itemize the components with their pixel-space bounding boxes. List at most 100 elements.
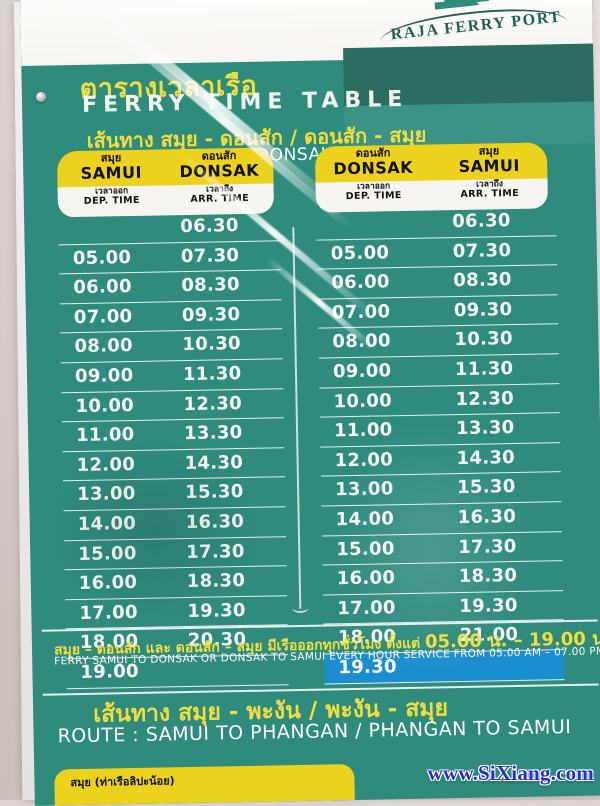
route2-header-pill: สมุย (ท่าเรือลิปะน้อย)	[54, 764, 355, 806]
ferry-ship-icon	[434, 0, 493, 10]
dep-time-cell: 06.00	[73, 276, 133, 299]
arr-time-cell: 16.30	[185, 510, 245, 533]
dep-time-cell: 14.00	[77, 512, 137, 535]
table-row: 13.00 15.30	[62, 477, 286, 512]
table-row: 17.00 19.30	[65, 595, 288, 630]
arr-time-cell: 17.30	[458, 535, 517, 558]
arr-time-cell: 09.30	[453, 298, 513, 321]
dep-time-cell: 13.00	[334, 478, 394, 501]
table-row: 09.00 11.30	[60, 359, 284, 393]
arr-time-cell: 07.30	[452, 239, 512, 262]
table-row: 15.00 17.30	[64, 536, 287, 571]
arr-time-cell: 10.30	[182, 333, 242, 356]
arr-time-cell: 18.30	[458, 565, 518, 588]
header-arr-time: เวลาถึง ARR. TIME	[166, 184, 274, 205]
arr-time-cell: 16.30	[457, 505, 517, 529]
table-row: 14.00 16.30	[321, 502, 562, 537]
arr-time-cell: 09.30	[181, 303, 241, 326]
raja-ferry-port-logo: RAJA FERRY PORT	[370, 0, 575, 62]
arr-time-cell: 15.30	[456, 476, 516, 499]
dep-time-cell: 06.00	[331, 271, 390, 294]
arr-time-cell: 11.30	[182, 362, 242, 386]
timetable-donsak-to-samui: 06.30 05.00 07.30 06.00 08.30 07.00 09.30 08.00…	[316, 206, 565, 685]
dep-time-cell: 09.00	[332, 360, 392, 383]
dep-time-cell: 10.00	[333, 389, 393, 412]
dep-time-cell: 17.00	[337, 596, 396, 620]
table-header-donsak-to-samui: ดอนสัก DONSAK สมุย SAMUI เวลาออก DEP. TI…	[314, 142, 549, 213]
header-to: สมุย SAMUI	[431, 144, 548, 176]
table-row: 16.00 18.30	[322, 561, 564, 596]
arr-time-cell: 08.30	[181, 274, 240, 297]
table-divider	[292, 227, 302, 609]
table-row: 11.00 13.30	[319, 413, 561, 448]
dep-time-cell: 07.00	[331, 301, 391, 324]
dep-time-cell: 16.00	[78, 572, 138, 595]
arr-time-cell: 14.30	[184, 451, 244, 474]
header-from: ดอนสัก DONSAK	[315, 146, 432, 179]
dep-time-cell: 09.00	[74, 364, 134, 388]
service-notice: สมุย – ดอนสัก และ ดอนสัก – สมุย มีเรือออ…	[50, 623, 600, 685]
header-from-english: DONSAK	[333, 157, 414, 179]
dep-time-cell: 12.00	[334, 448, 394, 472]
arr-time-english: ARR. TIME	[460, 187, 520, 200]
dep-time-cell: 11.00	[75, 424, 135, 447]
table-row: 06.00 08.30	[317, 265, 558, 300]
frame-screw	[36, 92, 46, 102]
dep-time-cell: 05.00	[72, 246, 132, 269]
dep-time-cell: 13.00	[76, 483, 136, 506]
dep-time-cell: 07.00	[73, 305, 133, 328]
dep-time-cell: 16.00	[336, 567, 396, 590]
arr-time-cell: 10.30	[454, 328, 514, 351]
table-row: 17.00 19.30	[323, 590, 564, 625]
table-row: 05.00 07.30	[58, 240, 282, 275]
dep-time-cell: 14.00	[335, 508, 395, 531]
arr-time-cell: 12.30	[183, 392, 243, 415]
header-dep-time: เวลาออก DEP. TIME	[58, 186, 166, 207]
second-route-block: เส้นทาง สมุย - พะงัน / พะงัน - สมุย ROUT…	[53, 685, 600, 765]
header-from-english: SAMUI	[80, 162, 143, 183]
table-row: 08.00 10.30	[318, 324, 559, 359]
header-arr-time: เวลาถึง ARR. TIME	[432, 179, 548, 200]
title-english: FERRY TIME TABLE	[81, 86, 409, 118]
table-row: 06.30	[316, 206, 557, 241]
arr-time-cell: 15.30	[184, 481, 244, 504]
dep-time-cell: 15.00	[336, 537, 395, 560]
table-row: 09.00 11.30	[318, 354, 560, 389]
timetable-samui-to-donsak: 06.30 05.00 07.30 06.00 08.30 07.00 09.30 08.00…	[58, 211, 289, 689]
dep-time-cell: 15.00	[78, 542, 137, 565]
arr-time-cell: 17.30	[186, 540, 245, 563]
table-row: 15.00 17.30	[321, 531, 563, 566]
header-dep-time: เวลาออก DEP. TIME	[316, 181, 432, 202]
table-row: 12.00 14.30	[62, 447, 285, 482]
arr-time-cell: 06.30	[180, 215, 239, 238]
table-row: 13.00 15.30	[320, 472, 562, 507]
dep-time-cell: 10.00	[75, 394, 135, 417]
table-row: 11.00 13.30	[61, 418, 285, 453]
arr-time-cell: 08.30	[453, 269, 512, 292]
arr-time-cell: 19.30	[459, 594, 518, 617]
arr-time-cell: 18.30	[186, 570, 246, 593]
header-to-english: SAMUI	[458, 155, 521, 176]
header-to-english: DONSAK	[179, 160, 260, 182]
arr-time-cell: 12.30	[455, 387, 515, 410]
table-row: 10.00 12.30	[319, 383, 560, 418]
table-row: 16.00 18.30	[64, 566, 288, 600]
dep-time-english: DEP. TIME	[83, 194, 140, 207]
route2-pill-label: สมุย (ท่าเรือลิปะน้อย)	[70, 774, 175, 790]
arr-time-cell: 11.30	[454, 357, 514, 381]
table-row: 12.00 14.30	[320, 442, 561, 477]
arr-time-cell: 13.30	[455, 417, 515, 440]
arr-time-cell: 19.30	[187, 599, 246, 622]
dep-time-cell: 11.00	[333, 419, 393, 442]
table-row: 05.00 07.30	[316, 235, 558, 270]
arr-time-cell: 06.30	[452, 210, 511, 233]
header-from: สมุย SAMUI	[57, 151, 166, 183]
table-row: 07.00 09.30	[59, 300, 283, 334]
arr-time-english: ARR. TIME	[190, 192, 250, 205]
table-row: 08.00 10.30	[60, 329, 283, 364]
table-row: 06.30	[58, 211, 281, 245]
dep-time-cell: 08.00	[74, 335, 134, 358]
dep-time-cell: 05.00	[330, 241, 390, 264]
arr-time-cell: 07.30	[180, 244, 240, 267]
arr-time-cell: 14.30	[456, 446, 516, 469]
